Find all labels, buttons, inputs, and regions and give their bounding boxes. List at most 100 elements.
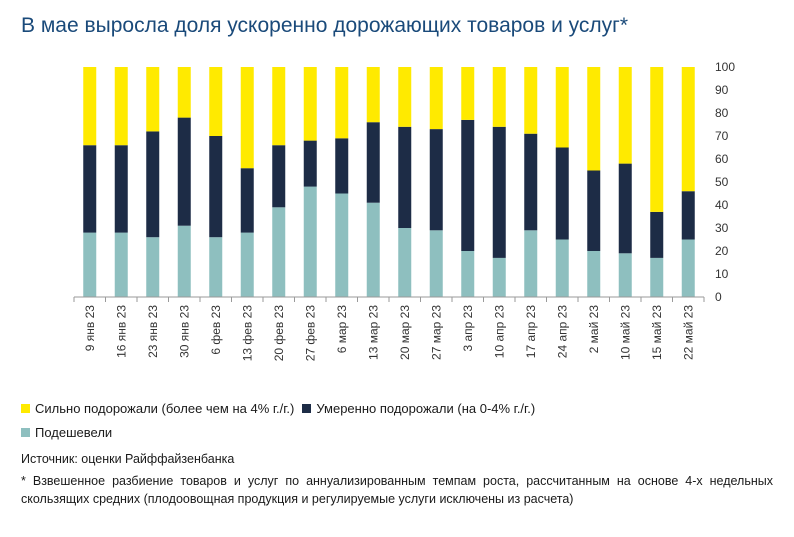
legend-swatch-cheaper <box>21 427 30 437</box>
y-tick-label-4: 40 <box>715 198 729 212</box>
bar-strong-13 <box>492 67 506 127</box>
bar-moderate-19 <box>681 191 695 240</box>
bar-moderate-16 <box>587 170 601 251</box>
x-tick-label-8: 6 мар 23 <box>335 305 349 354</box>
bar-cheaper-4 <box>209 237 223 297</box>
x-tick-label-10: 20 мар 23 <box>398 305 412 360</box>
bar-strong-19 <box>681 67 695 192</box>
bar-cheaper-0 <box>83 232 97 297</box>
legend-item-cheaper: Подешевели <box>21 425 112 440</box>
legend-label-strong: Сильно подорожали (более чем на 4% г./г.… <box>35 400 295 416</box>
bar-cheaper-2 <box>146 237 160 297</box>
x-tick-label-16: 2 май 23 <box>587 305 601 354</box>
bar-strong-8 <box>335 67 349 139</box>
bar-cheaper-7 <box>303 186 317 297</box>
bar-strong-12 <box>461 67 475 120</box>
x-tick-label-15: 24 апр 23 <box>555 305 569 359</box>
y-tick-label-3: 30 <box>715 221 729 235</box>
x-tick-label-3: 30 янв 23 <box>177 305 191 358</box>
bar-moderate-13 <box>492 126 506 258</box>
bar-cheaper-16 <box>587 251 601 297</box>
x-tick-label-19: 22 май 23 <box>681 305 695 360</box>
x-tick-label-4: 6 фев 23 <box>209 305 223 355</box>
bar-moderate-7 <box>303 140 317 187</box>
y-tick-label-9: 90 <box>715 83 729 97</box>
x-tick-label-5: 13 фев 23 <box>240 305 254 362</box>
bar-cheaper-9 <box>366 202 380 297</box>
bar-strong-0 <box>83 67 97 146</box>
bar-strong-11 <box>429 67 443 130</box>
bar-strong-15 <box>555 67 569 148</box>
bar-moderate-17 <box>618 163 632 254</box>
bar-cheaper-14 <box>524 230 538 297</box>
bar-strong-3 <box>177 67 191 118</box>
bar-moderate-10 <box>398 126 412 228</box>
x-tick-label-12: 3 апр 23 <box>461 305 475 352</box>
bar-strong-6 <box>272 67 286 146</box>
bar-moderate-18 <box>650 211 664 258</box>
bar-cheaper-15 <box>555 239 569 297</box>
bar-cheaper-17 <box>618 253 632 297</box>
x-tick-label-13: 10 апр 23 <box>492 305 506 359</box>
chart-title: В мае выросла доля ускоренно дорожающих … <box>21 14 629 37</box>
x-tick-label-9: 13 мар 23 <box>366 305 380 360</box>
y-tick-label-8: 80 <box>715 106 729 120</box>
x-tick-label-14: 17 апр 23 <box>524 305 538 359</box>
y-tick-label-7: 70 <box>715 129 729 143</box>
bar-strong-14 <box>524 67 538 134</box>
x-tick-label-18: 15 май 23 <box>650 305 664 360</box>
source-text: Источник: оценки Райффайзенбанка <box>21 452 235 466</box>
bar-strong-7 <box>303 67 317 141</box>
bar-strong-17 <box>618 67 632 164</box>
x-axis-labels: 9 янв 23 16 янв 23 23 янв 23 30 янв 23 6 фев… <box>83 305 696 362</box>
bar-strong-9 <box>366 67 380 123</box>
legend: Сильно подорожали (более чем на 4% г./г.… <box>21 396 543 444</box>
bar-cheaper-10 <box>398 228 412 297</box>
y-tick-label-2: 20 <box>715 244 729 258</box>
bar-cheaper-19 <box>681 239 695 297</box>
bar-strong-2 <box>146 67 160 132</box>
legend-label-moderate: Умеренно подорожали (на 0-4% г./г.) <box>316 400 536 416</box>
bar-cheaper-18 <box>650 257 664 297</box>
bar-strong-10 <box>398 67 412 127</box>
y-tick-label-0: 0 <box>715 290 722 304</box>
legend-item-strong: Сильно подорожали (более чем на 4% г./г.… <box>21 401 294 416</box>
x-tick-label-17: 10 май 23 <box>618 305 632 360</box>
x-tick-label-7: 27 фев 23 <box>303 305 317 362</box>
bar-moderate-5 <box>240 168 254 233</box>
bar-moderate-8 <box>335 138 349 194</box>
bar-strong-5 <box>240 67 254 169</box>
bar-cheaper-13 <box>492 257 506 297</box>
bar-moderate-15 <box>555 147 569 240</box>
x-tick-label-0: 9 янв 23 <box>83 305 97 352</box>
bar-moderate-6 <box>272 145 286 208</box>
bar-moderate-11 <box>429 129 443 231</box>
bar-moderate-14 <box>524 133 538 231</box>
legend-swatch-strong <box>21 403 30 413</box>
y-tick-label-5: 50 <box>715 175 729 189</box>
bar-strong-1 <box>114 67 128 146</box>
legend-item-moderate: Умеренно подорожали (на 0-4% г./г.) <box>302 401 535 416</box>
footnote-text: * Взвешенное разбиение товаров и услуг п… <box>21 474 773 506</box>
x-tick-label-6: 20 фев 23 <box>272 305 286 362</box>
bar-moderate-3 <box>177 117 191 226</box>
x-tick-label-11: 27 мар 23 <box>429 305 443 360</box>
bar-strong-18 <box>650 67 664 212</box>
legend-swatch-moderate <box>302 403 312 413</box>
x-tick-marks <box>73 297 705 302</box>
legend-label-cheaper: Подешевели <box>35 424 113 440</box>
bar-moderate-4 <box>209 136 223 238</box>
y-tick-label-1: 10 <box>715 267 729 281</box>
bar-moderate-12 <box>461 119 475 252</box>
bar-strong-4 <box>209 67 223 136</box>
x-tick-label-1: 16 янв 23 <box>114 305 128 358</box>
stacked-bar-chart: 0 10 20 30 40 50 60 70 80 90 100 9 янв 23 16 янв 23… <box>73 60 735 362</box>
y-tick-label-6: 60 <box>715 152 729 166</box>
bar-cheaper-3 <box>177 225 191 297</box>
bar-cheaper-6 <box>272 207 286 297</box>
bar-cheaper-11 <box>429 230 443 297</box>
bar-cheaper-8 <box>335 193 349 297</box>
bar-strong-16 <box>587 67 601 171</box>
bar-cheaper-1 <box>114 232 128 297</box>
bar-cheaper-12 <box>461 251 475 297</box>
